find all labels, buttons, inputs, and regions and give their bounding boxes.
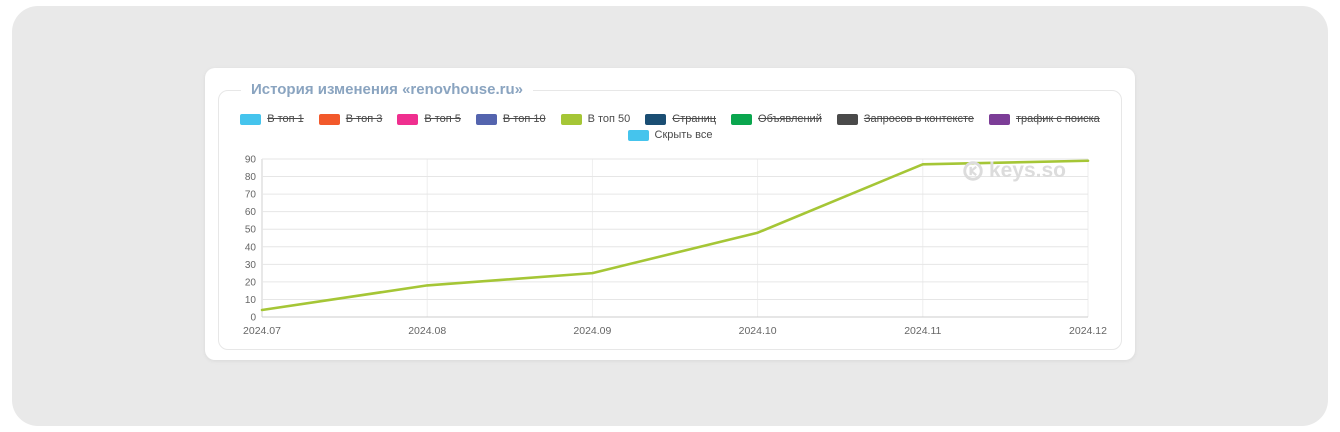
legend-swatch [988, 113, 1010, 125]
legend-label: В топ 10 [502, 113, 546, 125]
svg-text:80: 80 [245, 172, 257, 183]
svg-text:2024.07: 2024.07 [243, 325, 281, 337]
svg-text:40: 40 [245, 242, 257, 253]
hide-all-button[interactable]: Скрыть все [627, 129, 713, 141]
svg-text:2024.08: 2024.08 [408, 325, 446, 337]
legend-item[interactable]: Объявлений [731, 113, 822, 125]
chart-area: 0 10 20 30 40 50 60 70 80 90 2024.07 2024.08 2024.09… [232, 149, 1108, 338]
legend-label: В топ 5 [424, 113, 461, 125]
legend-item[interactable]: В топ 5 [397, 113, 461, 125]
legend-swatch [560, 113, 582, 125]
svg-text:60: 60 [245, 207, 257, 218]
legend-item[interactable]: Страниц [645, 113, 716, 125]
legend-item[interactable]: трафик с поиска [988, 113, 1100, 125]
chart-svg: 0 10 20 30 40 50 60 70 80 90 2024.07 2024.08 2024.09… [243, 155, 1107, 338]
legend-item[interactable]: В топ 10 [475, 113, 546, 125]
svg-text:2024.10: 2024.10 [739, 325, 777, 337]
panel-title: История изменения «renovhouse.ru» [241, 81, 533, 98]
legend-swatch [240, 113, 262, 125]
legend-label: Страниц [672, 113, 717, 125]
legend-label: В топ 50 [587, 113, 631, 125]
svg-text:10: 10 [245, 295, 257, 306]
legend-label: В топ 1 [267, 113, 304, 125]
svg-text:0: 0 [250, 313, 256, 324]
legend-item[interactable]: В топ 1 [240, 113, 304, 125]
legend-label: Объявлений [758, 113, 822, 125]
svg-text:2024.09: 2024.09 [573, 325, 611, 337]
legend-item[interactable]: В топ 50 [560, 113, 631, 125]
hide-all-label: Скрыть все [654, 129, 713, 141]
svg-text:2024.12: 2024.12 [1069, 325, 1107, 337]
legend-label: Запросов в контексте [863, 113, 974, 125]
legend-label: трафик с поиска [1015, 113, 1100, 125]
legend-swatch [836, 113, 858, 125]
svg-text:30: 30 [245, 260, 257, 271]
svg-text:20: 20 [245, 277, 257, 288]
svg-text:2024.11: 2024.11 [904, 325, 941, 337]
legend-swatch [645, 113, 667, 125]
legend-swatch [475, 113, 497, 125]
legend-row-hide-all: Скрыть все [627, 129, 713, 141]
legend-label: В топ 3 [345, 113, 383, 125]
history-card: История изменения «renovhouse.ru» В топ … [205, 68, 1135, 360]
legend-swatch [397, 113, 419, 125]
legend-swatch [731, 113, 753, 125]
svg-text:90: 90 [245, 155, 257, 166]
svg-text:50: 50 [245, 225, 257, 236]
legend-swatch [318, 113, 340, 125]
legend: В топ 1 В топ 3 В топ 5 В топ 10 В топ 50 Стр… [219, 113, 1121, 141]
hide-all-swatch [627, 129, 649, 141]
legend-item[interactable]: В топ 3 [318, 113, 383, 125]
chart-fieldset: История изменения «renovhouse.ru» В топ … [218, 81, 1122, 350]
legend-item[interactable]: Запросов в контексте [836, 113, 974, 125]
svg-text:70: 70 [245, 190, 257, 201]
legend-row-main: В топ 1 В топ 3 В топ 5 В топ 10 В топ 50 Стр… [240, 113, 1100, 125]
